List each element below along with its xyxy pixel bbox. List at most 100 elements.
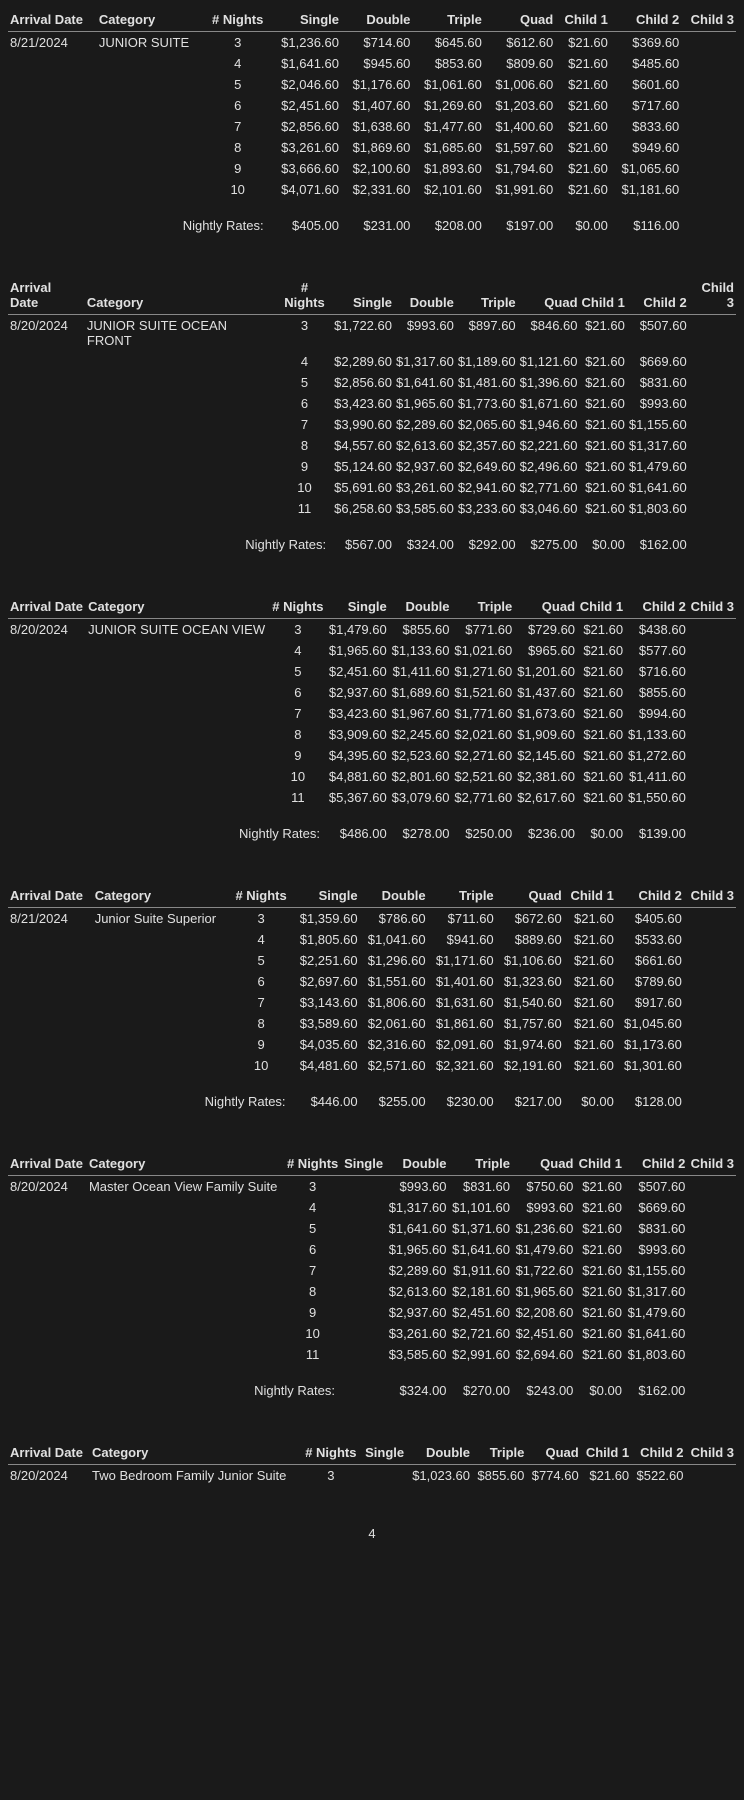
nights-cell: 5 — [284, 1218, 341, 1239]
rate-row: 9$4,395.60$2,523.60$2,271.60$2,145.60$21… — [8, 745, 736, 766]
nights-cell: 9 — [277, 456, 332, 477]
nightly-s — [341, 1365, 385, 1401]
child1-cell: $21.60 — [577, 682, 625, 703]
col-header-category: Category — [85, 276, 277, 315]
nights-cell: 10 — [231, 1055, 292, 1076]
single-cell — [341, 1239, 385, 1260]
nightly-t: $250.00 — [452, 808, 515, 844]
triple-cell: $2,357.60 — [456, 435, 518, 456]
col-header-triple: Triple — [456, 276, 518, 315]
category-cell — [85, 456, 277, 477]
category-cell — [93, 992, 231, 1013]
double-cell: $1,965.60 — [394, 393, 456, 414]
nights-cell: 9 — [206, 158, 270, 179]
category-cell — [85, 393, 277, 414]
nights-cell: 9 — [284, 1302, 341, 1323]
col-header-child1: Child 1 — [581, 1441, 631, 1465]
col-header-quad: Quad — [496, 884, 564, 908]
nights-cell: 11 — [270, 787, 326, 808]
child2-cell: $669.60 — [627, 351, 689, 372]
nightly-t: $292.00 — [456, 519, 518, 555]
category-cell — [86, 640, 270, 661]
quad-cell: $2,496.60 — [518, 456, 580, 477]
child2-cell: $717.60 — [610, 95, 681, 116]
child1-cell: $21.60 — [564, 1034, 616, 1055]
arrival-date-cell — [8, 1239, 87, 1260]
triple-cell: $645.60 — [412, 32, 483, 54]
quad-cell: $1,991.60 — [484, 179, 555, 200]
double-cell: $1,641.60 — [394, 372, 456, 393]
arrival-date-cell — [8, 74, 97, 95]
quad-cell: $1,965.60 — [512, 1281, 575, 1302]
nights-cell: 7 — [206, 116, 270, 137]
double-cell: $993.60 — [394, 315, 456, 352]
child2-cell: $1,411.60 — [625, 766, 688, 787]
triple-cell: $1,641.60 — [449, 1239, 512, 1260]
nightly-rates-row: Nightly Rates:$405.00$231.00$208.00$197.… — [8, 200, 736, 236]
double-cell: $1,689.60 — [389, 682, 452, 703]
child3-cell — [688, 682, 736, 703]
category-cell — [86, 724, 270, 745]
double-cell: $2,316.60 — [360, 1034, 428, 1055]
category-cell — [86, 703, 270, 724]
rate-row: 6$3,423.60$1,965.60$1,773.60$1,671.60$21… — [8, 393, 736, 414]
col-header-double: Double — [385, 1152, 448, 1176]
nights-cell: 5 — [270, 661, 326, 682]
triple-cell: $1,021.60 — [452, 640, 515, 661]
rate-row: 7$2,856.60$1,638.60$1,477.60$1,400.60$21… — [8, 116, 736, 137]
col-header-child3: Child 3 — [687, 1152, 736, 1176]
child3-cell — [687, 1218, 736, 1239]
arrival-date-cell — [8, 414, 85, 435]
category-cell — [86, 787, 270, 808]
quad-cell: $1,671.60 — [518, 393, 580, 414]
child1-cell: $21.60 — [575, 1302, 624, 1323]
child2-cell: $1,173.60 — [616, 1034, 684, 1055]
nightly-q: $197.00 — [484, 200, 555, 236]
nights-cell: 9 — [270, 745, 326, 766]
rate-row: 5$1,641.60$1,371.60$1,236.60$21.60$831.6… — [8, 1218, 736, 1239]
triple-cell: $2,941.60 — [456, 477, 518, 498]
child1-cell: $21.60 — [564, 1055, 616, 1076]
nightly-c3 — [687, 1365, 736, 1401]
rate-row: 8$3,909.60$2,245.60$2,021.60$1,909.60$21… — [8, 724, 736, 745]
rate-table: Arrival DateCategory# NightsSingleDouble… — [8, 884, 736, 1112]
child2-cell: $661.60 — [616, 950, 684, 971]
child1-cell: $21.60 — [555, 32, 610, 54]
col-header-quad: Quad — [518, 276, 580, 315]
arrival-date-cell — [8, 1034, 93, 1055]
double-cell: $2,245.60 — [389, 724, 452, 745]
child3-cell — [688, 661, 736, 682]
double-cell: $3,585.60 — [394, 498, 456, 519]
child3-cell — [687, 1260, 736, 1281]
triple-cell: $2,181.60 — [449, 1281, 512, 1302]
quad-cell: $750.60 — [512, 1176, 575, 1198]
quad-cell: $1,201.60 — [514, 661, 577, 682]
quad-cell: $3,046.60 — [518, 498, 580, 519]
child3-cell — [688, 640, 736, 661]
category-cell — [97, 95, 206, 116]
col-header-single: Single — [360, 1441, 406, 1465]
nightly-c1: $0.00 — [564, 1076, 616, 1112]
quad-cell: $965.60 — [514, 640, 577, 661]
nightly-q: $275.00 — [518, 519, 580, 555]
nightly-s: $405.00 — [270, 200, 341, 236]
single-cell: $2,937.60 — [326, 682, 389, 703]
rate-table: Arrival DateCategory# NightsSingleDouble… — [8, 1152, 736, 1401]
nightly-s: $486.00 — [326, 808, 389, 844]
child2-cell: $1,803.60 — [627, 498, 689, 519]
rate-row: 11$6,258.60$3,585.60$3,233.60$3,046.60$2… — [8, 498, 736, 519]
nightly-d: $255.00 — [360, 1076, 428, 1112]
nights-cell: 11 — [284, 1344, 341, 1365]
single-cell: $4,395.60 — [326, 745, 389, 766]
category-cell — [97, 116, 206, 137]
category-cell — [93, 929, 231, 950]
arrival-date-cell — [8, 351, 85, 372]
child1-cell: $21.60 — [577, 640, 625, 661]
single-cell: $3,666.60 — [270, 158, 341, 179]
col-header-child3: Child 3 — [684, 884, 736, 908]
col-header-triple: Triple — [452, 595, 515, 619]
quad-cell: $2,694.60 — [512, 1344, 575, 1365]
single-cell — [341, 1197, 385, 1218]
child2-cell: $533.60 — [616, 929, 684, 950]
rate-row: 8/20/2024Two Bedroom Family Junior Suite… — [8, 1465, 736, 1487]
